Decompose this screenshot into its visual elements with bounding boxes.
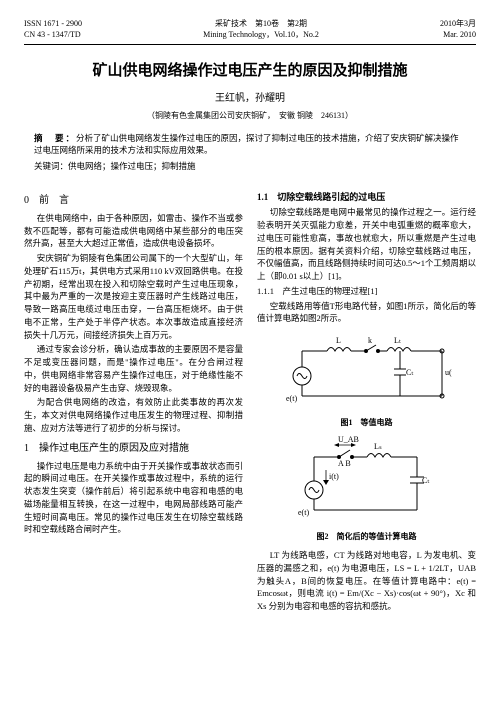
- sec0-title: 前 言: [39, 195, 69, 206]
- label-i: i(t): [329, 472, 339, 481]
- issn: ISSN 1671 - 2900: [24, 18, 82, 29]
- subsubsection-1-1-1: 1.1.1 产生过电压的物理过程[1]: [257, 285, 476, 298]
- abstract: 摘 要：分析了矿山供电网络发生操作过电压的原因，探讨了抑制过电压的技术措施，介绍…: [34, 132, 466, 158]
- journal-header: ISSN 1671 - 2900 CN 43 - 1347/TD 采矿技术 第1…: [24, 18, 476, 40]
- figure-1-caption: 图1 等值电路: [257, 417, 476, 429]
- label-u: u(t): [445, 368, 452, 377]
- body-columns: 0 前 言 在供电网络中，由于各种原因，如雷击、操作不当或参数不匹配等，都有可能…: [24, 187, 476, 615]
- paper-title: 矿山供电网络操作过电压产生的原因及抑制措施: [24, 61, 476, 82]
- subsection-1-1: 1.1 切除空载线路引起的过电压: [257, 191, 476, 205]
- affiliation: （铜陵有色金属集团公司安庆铜矿， 安徽 铜陵 246131）: [24, 110, 476, 121]
- label-k: k: [368, 336, 372, 345]
- figure-2: U_AB A B Lₛ Cₜ i(t) e(t): [257, 435, 476, 525]
- sec1-title: 操作过电压产生的原因及应对措施: [39, 443, 189, 454]
- date-cn: 2010年3月: [440, 18, 476, 29]
- label-Ls: Lₛ: [374, 442, 382, 451]
- para: LT 为线路电感，CT 为线路对地电容，L 为发电机、变压器的漏感之和，e(t)…: [257, 549, 476, 613]
- figure-1: L k Lₜ Cₜ u(t) e(t): [257, 331, 476, 411]
- circuit-diagram-1: L k Lₜ Cₜ u(t) e(t): [282, 331, 452, 411]
- label-Lt: Lₜ: [394, 336, 401, 345]
- journal-title-block: 采矿技术 第10卷 第2期 Mining Technology，Vol.10，N…: [203, 18, 319, 40]
- label-Ct: Cₜ: [406, 368, 414, 377]
- label-Uab: U_AB: [338, 435, 359, 444]
- right-column: 1.1 切除空载线路引起的过电压 切除空载线路是电网中最常见的操作过程之一。运行…: [257, 187, 476, 615]
- date-block: 2010年3月 Mar. 2010: [440, 18, 476, 40]
- figure-2-caption: 图2 简化后的等值计算电路: [257, 531, 476, 543]
- para: 安庆铜矿为铜陵有色集团公司属下的一个大型矿山，年处理矿石115万t，其供电方式采…: [24, 252, 243, 341]
- keywords-label: 关键词：: [34, 161, 68, 171]
- abstract-text: 分析了矿山供电网络发生操作过电压的原因，探讨了抑制过电压的技术措施，介绍了安庆铜…: [34, 133, 459, 156]
- para: 为配合供电网络的改造，有效防止此类事故的再次发生，本文对供电网络操作过电压发生的…: [24, 396, 243, 434]
- sec1-num: 1: [24, 443, 29, 454]
- cn: CN 43 - 1347/TD: [24, 29, 82, 40]
- label-e: e(t): [286, 394, 297, 403]
- para: 切除空载线路是电网中最常见的操作过程之一。运行经验表明开关灭弧能力愈差，开关中电…: [257, 206, 476, 283]
- para: 操作过电压是电力系统中由于开关操作或事故状态而引起的瞬间过电压。在开关操作或事故…: [24, 460, 243, 537]
- para: 通过专家会诊分析，确认造成事故的主要原因不是容量不足或变压器问题，而是"操作过电…: [24, 343, 243, 394]
- para: 在供电网络中，由于各种原因，如雷击、操作不当或参数不匹配等，都有可能造成供电网络…: [24, 212, 243, 250]
- left-column: 0 前 言 在供电网络中，由于各种原因，如雷击、操作不当或参数不匹配等，都有可能…: [24, 187, 243, 615]
- authors: 王红帆，孙耀明: [24, 92, 476, 106]
- keywords-text: 供电网络；操作过电压；抑制措施: [68, 161, 196, 171]
- section-0-heading: 0 前 言: [24, 193, 243, 208]
- section-1-heading: 1 操作过电压产生的原因及应对措施: [24, 441, 243, 456]
- journal-en: Mining Technology，Vol.10，No.2: [203, 29, 319, 40]
- issn-block: ISSN 1671 - 2900 CN 43 - 1347/TD: [24, 18, 82, 40]
- para: 空载线路用等值T形电路代替，如图1所示，简化后的等值计算电路如图2所示。: [257, 300, 476, 326]
- keywords: 关键词：供电网络；操作过电压；抑制措施: [34, 161, 466, 173]
- journal-cn: 采矿技术 第10卷 第2期: [203, 18, 319, 29]
- abstract-label: 摘 要：: [34, 133, 76, 143]
- label-Ct2: Cₜ: [422, 476, 430, 485]
- label-e2: e(t): [298, 508, 309, 517]
- sec0-num: 0: [24, 195, 29, 206]
- label-L: L: [336, 336, 341, 345]
- date-en: Mar. 2010: [440, 29, 476, 40]
- header-rule: [24, 44, 476, 45]
- circuit-diagram-2: U_AB A B Lₛ Cₜ i(t) e(t): [292, 435, 442, 525]
- label-AB: A B: [338, 459, 351, 468]
